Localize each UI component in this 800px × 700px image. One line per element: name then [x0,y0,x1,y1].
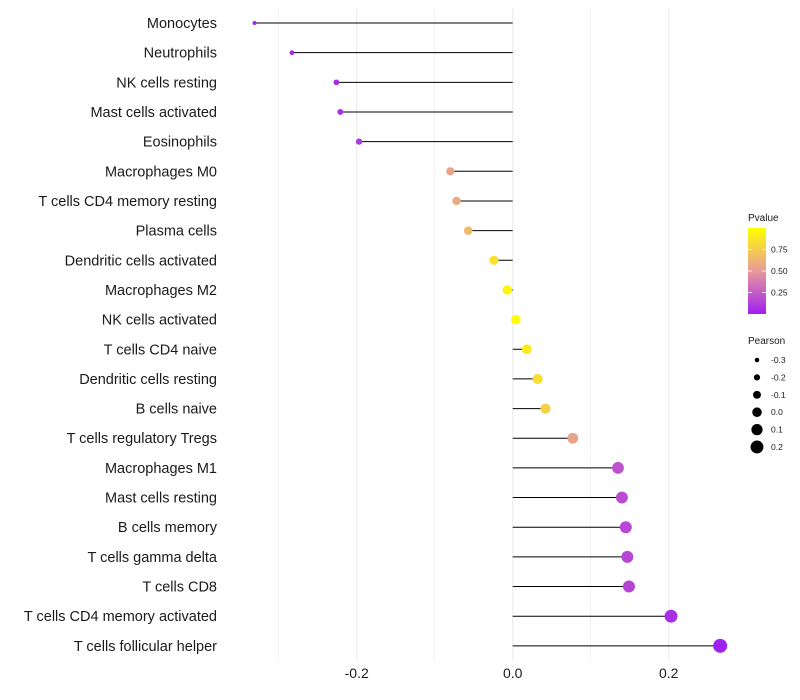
lollipop-point [252,21,257,25]
lollipop-point [612,461,624,474]
pearson-legend-title: Pearson [748,336,785,347]
pearson-size-key [750,440,764,454]
lollipop-point [540,403,551,414]
lollipop-point [621,550,634,563]
lollipop-point [446,167,455,176]
category-label: T cells CD8 [142,580,217,596]
category-label: T cells regulatory Tregs [67,431,217,447]
category-label: B cells memory [118,520,218,536]
pearson-legend-label: 0.0 [771,407,783,417]
category-label: Macrophages M0 [105,164,217,180]
category-label: NK cells activated [102,313,217,329]
lollipop-point [511,314,521,325]
pvalue-legend-label: 0.75 [771,245,788,255]
pearson-legend-label: 0.1 [771,425,783,435]
category-label: T cells CD4 memory resting [38,194,217,210]
lollipop-point [289,50,295,56]
lollipop-point [532,373,543,384]
category-label: T cells follicular helper [74,639,217,655]
lollipop-point [622,580,635,593]
lollipop-point [355,138,363,145]
lollipop-point [664,609,678,623]
pearson-legend-label: -0.3 [771,355,786,365]
category-label: Eosinophils [143,135,217,151]
category-label: B cells naive [136,402,217,418]
x-tick-label: 0.2 [659,665,679,681]
lollipop-point [452,196,461,206]
lollipop-point [567,432,579,444]
lollipop-points [252,21,728,653]
category-label: Macrophages M1 [105,461,217,477]
pearson-legend-label: 0.2 [771,442,783,452]
pearson-size-key [751,423,763,436]
pearson-size-key [753,390,761,399]
grid-lines [278,8,670,660]
lollipop-point [713,638,728,653]
pvalue-colorbar [748,228,766,314]
category-label: T cells CD4 memory activated [24,609,217,625]
category-label: Mast cells activated [90,105,217,121]
lollipop-point [615,491,628,504]
pearson-legend: Pearson -0.3 -0.2 -0.1 0.0 0.1 0.2 [748,336,786,454]
category-label: Macrophages M2 [105,283,217,299]
pvalue-legend-label: 0.25 [771,288,788,298]
pearson-size-key [753,374,761,381]
category-label: T cells gamma delta [88,550,218,566]
category-label: Neutrophils [144,46,217,62]
pearson-legend-label: -0.2 [771,372,786,382]
lollipop-point [521,344,532,355]
category-label: NK cells resting [116,75,217,91]
category-label: Mast cells resting [105,491,217,507]
lollipop-point [463,226,473,235]
pearson-size-key [754,357,760,363]
lollipop-point [619,521,632,534]
pvalue-legend-title: Pvalue [748,213,779,224]
category-label: T cells CD4 naive [104,342,217,358]
lollipop-point [502,285,512,295]
category-label: Plasma cells [136,224,217,240]
lollipop-point [333,79,340,86]
y-axis-category-labels: Monocytes Neutrophils NK cells resting Mast… [24,16,218,655]
x-tick-label: -0.2 [345,665,369,681]
pearson-legend-label: -0.1 [771,390,786,400]
category-label: Monocytes [147,16,217,32]
pearson-size-key [752,407,762,417]
x-tick-label: 0.0 [503,665,523,681]
pvalue-legend-label: 0.50 [771,266,788,276]
lollipop-point [337,109,344,115]
lollipop-stems [254,22,721,647]
pvalue-legend: Pvalue 0.75 0.50 0.25 [748,213,788,314]
category-label: Dendritic cells resting [79,372,217,388]
x-axis-tick-labels: -0.2 0.0 0.2 [345,665,679,681]
lollipop-point [489,255,499,265]
category-label: Dendritic cells activated [65,253,217,269]
